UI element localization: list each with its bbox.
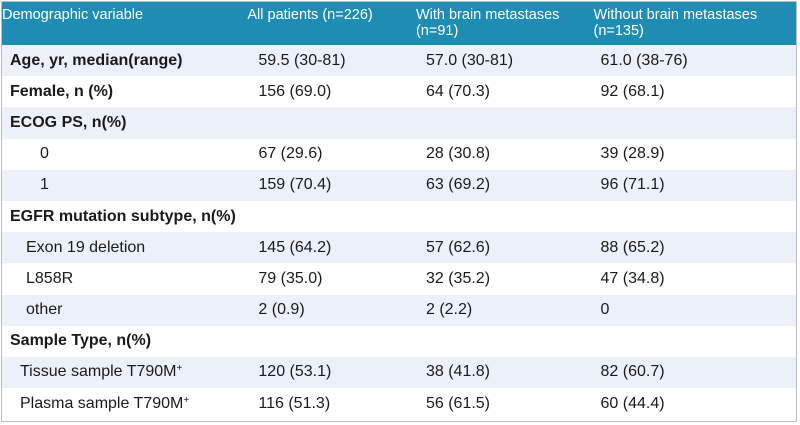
header-without-line1: Without brain metastases xyxy=(593,7,758,23)
cell-with: 2 (2.2) xyxy=(425,301,473,319)
header-demographic-variable: Demographic variable xyxy=(2,7,144,23)
row-label-superscript: + xyxy=(176,363,183,375)
cell-with: 64 (70.3) xyxy=(425,82,490,100)
cell-all: 67 (29.6) xyxy=(258,145,323,163)
row-label: Tissue sample T790M+ xyxy=(2,363,247,381)
row-label-superscript: + xyxy=(183,394,190,406)
cell-all: 59.5 (30-81) xyxy=(258,51,346,69)
header-without-brain-metastases: Without brain metastases (n=135) xyxy=(594,2,796,45)
cell-all: 156 (69.0) xyxy=(258,82,332,100)
cell-without: 82 (60.7) xyxy=(600,363,665,381)
table-row: Exon 19 deletion 145 (64.2) 57 (62.6) 88… xyxy=(2,232,796,264)
cell-with: 38 (41.8) xyxy=(425,363,491,381)
cell-without: 96 (71.1) xyxy=(600,176,665,194)
table-row: other 2 (0.9) 2 (2.2) 0 xyxy=(2,294,796,326)
header-all-patients: All patients (n=226) xyxy=(247,7,373,23)
cell-all: 79 (35.0) xyxy=(258,269,323,287)
table-row: Female, n (%) 156 (69.0) 64 (70.3) 92 (6… xyxy=(2,76,796,108)
table-row: EGFR mutation subtype, n(%) xyxy=(2,200,796,233)
cell-without: 39 (28.9) xyxy=(600,145,665,163)
cell-without: 61.0 (38-76) xyxy=(600,51,688,69)
row-label: 1 xyxy=(40,176,49,194)
table-row: 0 67 (29.6) 28 (30.8) 39 (28.9) xyxy=(2,138,796,170)
row-label: ECOG PS, n(%) xyxy=(10,113,127,131)
row-label: Exon 19 deletion xyxy=(26,238,146,256)
header-without-line2: (n=135) xyxy=(593,23,644,39)
cell-all: 145 (64.2) xyxy=(258,238,332,256)
cell-without: 92 (68.1) xyxy=(600,82,665,100)
cell-all: 116 (51.3) xyxy=(258,394,331,412)
cell-with: 63 (69.2) xyxy=(426,176,491,194)
row-label-text: Tissue sample T790M xyxy=(20,363,177,381)
table-row: Age, yr, median(range) 59.5 (30-81) 57.0… xyxy=(2,45,796,77)
row-label: L858R xyxy=(26,269,74,287)
cell-with: 32 (35.2) xyxy=(425,269,491,287)
header-with-line1: With brain metastases xyxy=(415,7,560,23)
cell-with: 57 (62.6) xyxy=(425,238,491,256)
cell-without: 0 xyxy=(600,301,610,319)
table-row: Tissue sample T790M+ 120 (53.1) 38 (41.8… xyxy=(2,356,796,389)
row-label: Sample Type, n(%) xyxy=(10,332,152,350)
row-label-text: Plasma sample T790M xyxy=(20,394,184,412)
cell-with: 56 (61.5) xyxy=(425,394,491,412)
table-row: ECOG PS, n(%) xyxy=(2,107,796,139)
row-label: EGFR mutation subtype, n(%) xyxy=(10,207,236,225)
table-row: L858R 79 (35.0) 32 (35.2) 47 (34.8) xyxy=(2,263,796,295)
cell-all: 120 (53.1) xyxy=(258,363,332,381)
cell-without: 88 (65.2) xyxy=(600,238,665,256)
row-label: other xyxy=(26,301,63,319)
table-row: Sample Type, n(%) xyxy=(2,325,796,357)
table-row: 1 159 (70.4) 63 (69.2) 96 (71.1) xyxy=(2,169,796,201)
cell-without: 60 (44.4) xyxy=(600,394,665,412)
row-label: Age, yr, median(range) xyxy=(10,51,183,69)
cell-all: 2 (0.9) xyxy=(258,301,305,319)
header-with-brain-metastases: With brain metastases (n=91) xyxy=(416,2,594,45)
table-row: Plasma sample T790M+ 116 (51.3) 56 (61.5… xyxy=(2,388,796,420)
cell-with: 28 (30.8) xyxy=(426,145,491,163)
row-label: 0 xyxy=(40,145,49,163)
header-with-line2: (n=91) xyxy=(415,23,459,39)
row-label: Plasma sample T790M+ xyxy=(2,395,247,413)
cell-without: 47 (34.8) xyxy=(600,269,665,287)
cell-with: 57.0 (30-81) xyxy=(425,51,514,69)
cell-all: 159 (70.4) xyxy=(258,176,332,194)
row-label: Female, n (%) xyxy=(10,82,114,100)
table-header-row: Demographic variable All patients (n=226… xyxy=(2,2,796,45)
